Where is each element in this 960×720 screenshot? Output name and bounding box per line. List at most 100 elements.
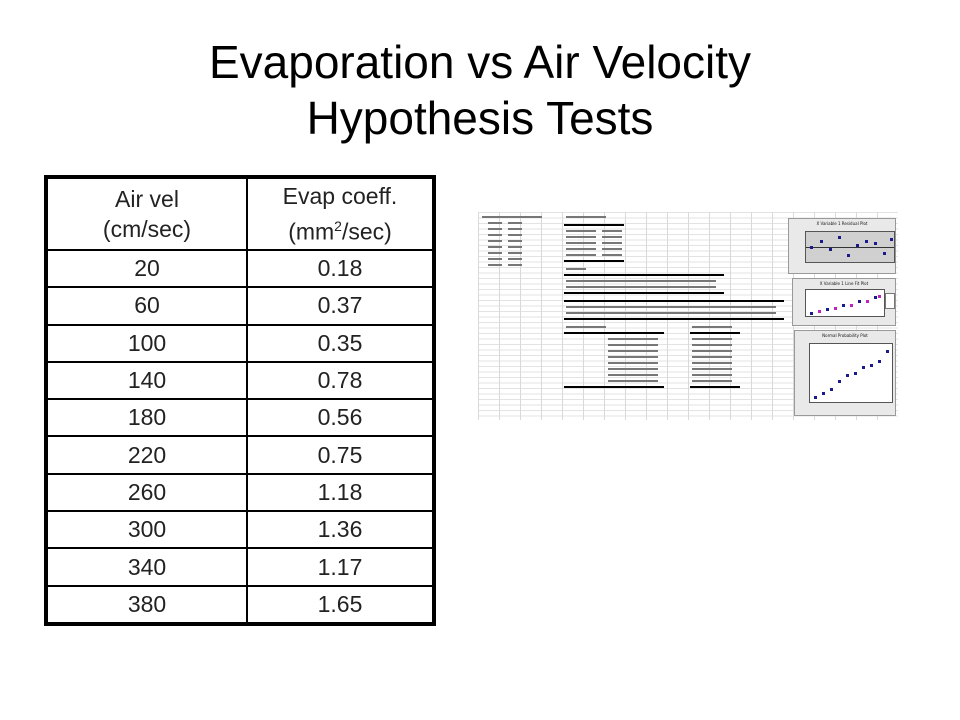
- line-fit-legend: [885, 293, 895, 309]
- probability-point: [886, 350, 889, 353]
- table-row: 300 1.36: [45, 510, 435, 550]
- sheet-text-mark: [692, 326, 732, 328]
- sheet-border-line: [690, 386, 740, 388]
- header-evap-coeff: Evap coeff. (mm2/sec): [246, 176, 435, 251]
- header-evap-label: Evap coeff.: [282, 183, 398, 210]
- sheet-text-mark: [566, 248, 596, 250]
- probability-point: [822, 392, 825, 395]
- evap-unit-post: /sec): [341, 218, 392, 245]
- predicted-point: [866, 300, 869, 303]
- sheet-border-line: [564, 318, 784, 320]
- sheet-text-mark: [488, 234, 502, 236]
- probability-point: [814, 396, 817, 399]
- evap-cell: 0.78: [246, 360, 435, 401]
- air-vel-cell: 180: [45, 398, 248, 438]
- sheet-text-mark: [608, 362, 658, 364]
- sheet-text-mark: [692, 350, 732, 352]
- sheet-text-mark: [602, 230, 622, 232]
- observed-point: [858, 300, 861, 303]
- evap-unit-pre: (mm: [288, 218, 335, 245]
- normal-probability-plot-area: [809, 343, 893, 403]
- sheet-text-mark: [692, 380, 732, 382]
- sheet-text-mark: [608, 380, 658, 382]
- residual-point: [838, 236, 841, 239]
- residual-plot-area: [805, 231, 895, 263]
- sheet-border-line: [564, 386, 664, 388]
- evap-cell: 1.18: [246, 472, 435, 513]
- sheet-text-mark: [692, 338, 732, 340]
- evap-cell: 1.65: [246, 584, 435, 625]
- table-row: 100 0.35: [45, 323, 435, 363]
- sheet-text-mark: [508, 246, 522, 248]
- evap-cell: 0.35: [246, 323, 435, 363]
- sheet-text-mark: [608, 350, 658, 352]
- residual-plot-thumbnail: X Variable 1 Residual Plot: [788, 218, 896, 274]
- table-row: 140 0.78: [45, 360, 435, 401]
- sheet-text-mark: [608, 368, 658, 370]
- probability-point: [838, 380, 841, 383]
- sheet-text-mark: [566, 306, 776, 308]
- table-header-row: Air vel (cm/sec) Evap coeff. (mm2/sec): [45, 176, 435, 251]
- air-vel-cell: 300: [45, 510, 248, 550]
- air-vel-cell: 380: [45, 584, 248, 625]
- data-table: Air vel (cm/sec) Evap coeff. (mm2/sec) 2…: [44, 175, 436, 626]
- sheet-text-mark: [488, 264, 502, 266]
- sheet-text-mark: [692, 356, 732, 358]
- air-vel-cell: 340: [45, 547, 248, 587]
- air-vel-cell: 140: [45, 360, 248, 401]
- observed-point: [810, 312, 813, 315]
- table-row: 20 0.18: [45, 248, 435, 289]
- probability-point: [830, 388, 833, 391]
- sheet-text-mark: [608, 374, 658, 376]
- regression-spreadsheet-image: X Variable 1 Residual Plot X Variable 1 …: [478, 212, 898, 420]
- sheet-text-mark: [566, 216, 606, 218]
- air-vel-cell: 20: [45, 248, 248, 289]
- probability-point: [862, 366, 865, 369]
- sheet-text-mark: [508, 258, 522, 260]
- predicted-point: [818, 310, 821, 313]
- residual-point: [820, 240, 823, 243]
- sheet-border-line: [564, 274, 724, 276]
- predicted-point: [878, 295, 881, 298]
- header-air-velocity: Air vel (cm/sec): [45, 176, 248, 251]
- sheet-text-mark: [566, 280, 716, 282]
- sheet-text-mark: [566, 312, 776, 314]
- air-vel-cell: 100: [45, 323, 248, 363]
- sheet-text-mark: [508, 228, 522, 230]
- sheet-text-mark: [488, 258, 502, 260]
- sheet-text-mark: [508, 252, 522, 254]
- header-air-vel-label: Air vel: [115, 186, 179, 212]
- probability-point: [854, 372, 857, 375]
- sheet-text-mark: [566, 230, 596, 232]
- evap-cell: 1.36: [246, 510, 435, 550]
- sheet-text-mark: [488, 222, 502, 224]
- sheet-text-mark: [602, 248, 622, 250]
- sheet-border-line: [564, 332, 664, 334]
- sheet-text-mark: [508, 240, 522, 242]
- sheet-border-line: [564, 260, 624, 262]
- slide-title-line-2: Hypothesis Tests: [306, 92, 654, 144]
- probability-point: [870, 364, 873, 367]
- residual-plot-title: X Variable 1 Residual Plot: [816, 221, 868, 226]
- sheet-text-mark: [566, 326, 606, 328]
- sheet-text-mark: [488, 240, 502, 242]
- sheet-text-mark: [608, 356, 658, 358]
- evap-cell: 0.75: [246, 435, 435, 475]
- observed-point: [874, 296, 877, 299]
- normal-probability-plot-title: Normal Probability Plot: [822, 333, 868, 338]
- sheet-text-mark: [566, 268, 586, 270]
- slide-title: Evaporation vs Air Velocity Hypothesis T…: [0, 34, 960, 146]
- table-row: 340 1.17: [45, 547, 435, 587]
- air-vel-cell: 60: [45, 286, 248, 326]
- table-row: 220 0.75: [45, 435, 435, 475]
- residual-point: [883, 252, 886, 255]
- table-row: 260 1.18: [45, 472, 435, 513]
- sheet-text-mark: [602, 236, 622, 238]
- sheet-border-line: [564, 292, 724, 294]
- sheet-text-mark: [566, 242, 596, 244]
- residual-point: [874, 242, 877, 245]
- table-row: 180 0.56: [45, 398, 435, 438]
- predicted-point: [850, 304, 853, 307]
- evap-unit-sup: 2: [334, 218, 342, 235]
- sheet-text-mark: [692, 368, 732, 370]
